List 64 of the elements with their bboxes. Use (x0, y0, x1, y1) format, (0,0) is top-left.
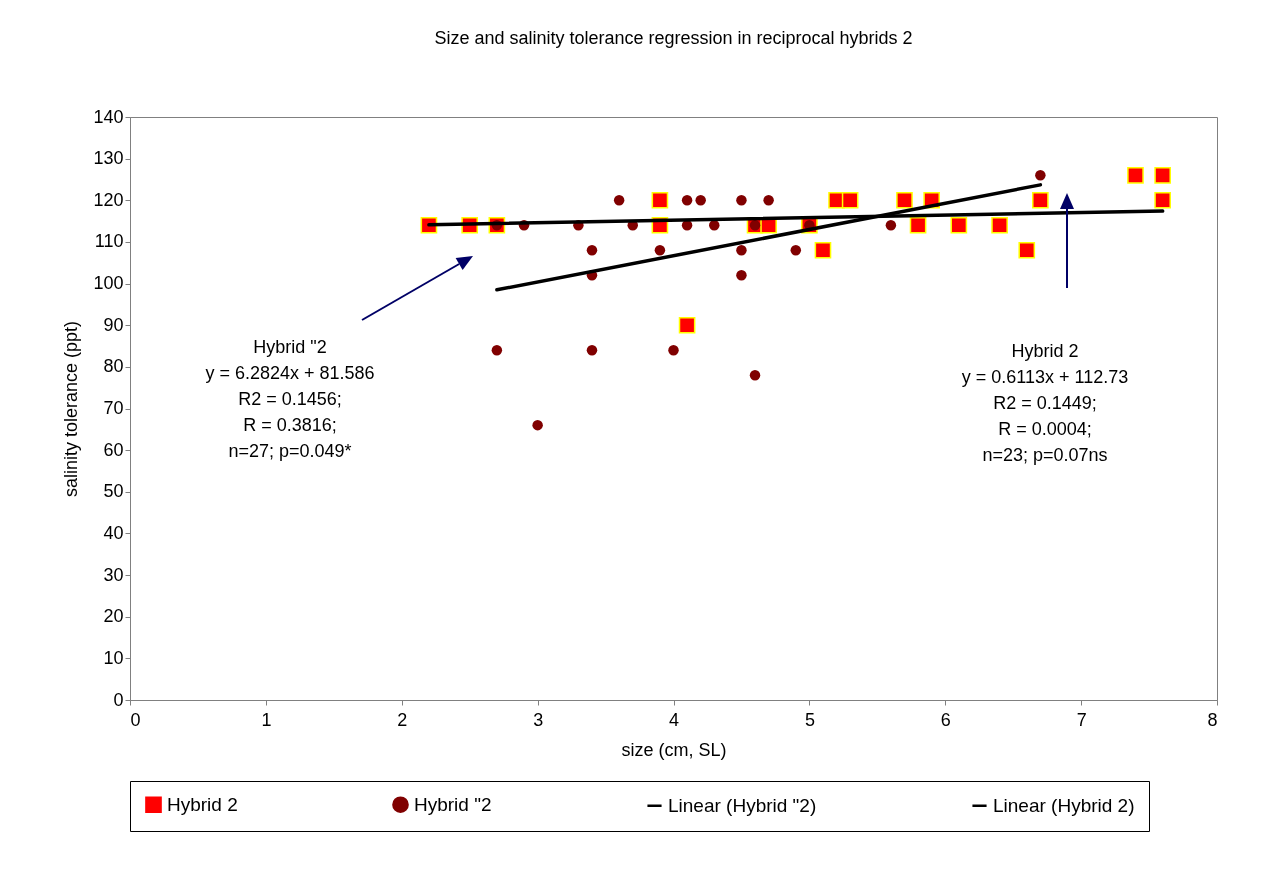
chart-title: Size and salinity tolerance regression in reciprocal hybrids 2 (434, 28, 913, 48)
point (586, 245, 598, 256)
point (1127, 166, 1144, 184)
point (991, 216, 1008, 234)
point (736, 270, 747, 281)
point (896, 191, 913, 209)
x-tick-label: 4 (668, 709, 680, 730)
x-tick-label: 2 (397, 709, 408, 730)
point (814, 241, 832, 259)
point (763, 195, 774, 206)
y-tick-label: 10 (103, 647, 124, 668)
y-tick-label: 130 (93, 148, 124, 169)
point (841, 191, 859, 209)
y-tick-label: 120 (93, 189, 124, 210)
x-tick-label: 5 (804, 709, 815, 730)
point (1018, 241, 1036, 259)
y-tick-label: 30 (103, 564, 124, 585)
x-axis-title: size (cm, SL) (621, 739, 727, 760)
point (1035, 170, 1046, 181)
y-tick-label: 90 (103, 314, 124, 335)
y-axis-title: salinity tolerance (ppt) (61, 320, 82, 498)
y-tick-label: 60 (103, 439, 124, 460)
point (1154, 191, 1171, 209)
annotation: Hybrid 2 y = 0.6113x + 112.73 R2 = 0.1449; R = 0.0004; n=23; p=0.07ns (961, 341, 1129, 465)
y-tick-label: 140 (93, 106, 124, 127)
point (681, 195, 693, 206)
point (532, 419, 543, 431)
point (790, 245, 802, 256)
point (709, 220, 720, 231)
y-tick-label: 50 (103, 481, 124, 502)
legend-label: Hybrid "2 (414, 793, 492, 815)
point (491, 344, 503, 356)
y-tick-label: 80 (103, 356, 124, 377)
point (885, 220, 897, 231)
x-tick-label: 1 (261, 709, 272, 730)
annotation: Hybrid "2 y = 6.2824x + 81.586 R2 = 0.1456; R = 0.3816; n=27; p=0.049* (205, 337, 375, 461)
point (909, 216, 927, 234)
legend-label: Linear (Hybrid "2) (668, 794, 817, 816)
y-tick-label: 20 (103, 606, 124, 627)
x-tick-label: 7 (1076, 709, 1087, 730)
y-tick-label: 0 (113, 689, 124, 710)
x-tick-label: 8 (1207, 709, 1218, 730)
y-tick-label: 110 (94, 231, 124, 252)
x-tick-label: 6 (940, 709, 951, 730)
legend-label: Hybrid 2 (167, 793, 238, 815)
point (950, 216, 968, 234)
point (1154, 166, 1171, 184)
x-tick-label: 0 (130, 709, 141, 730)
y-tick-label: 70 (103, 398, 124, 418)
point (695, 195, 706, 206)
point (654, 245, 666, 256)
y-tick-label: 40 (103, 522, 124, 543)
point (1032, 191, 1049, 209)
point (651, 191, 669, 209)
point (736, 195, 747, 206)
point (668, 344, 679, 356)
legend-label: Linear (Hybrid 2) (993, 794, 1135, 816)
y-tick-label: 100 (93, 273, 124, 294)
point (678, 316, 696, 334)
x-tick-label: 3 (533, 709, 544, 730)
point (749, 369, 761, 381)
point (613, 195, 625, 206)
point (586, 344, 598, 356)
point (736, 245, 747, 256)
